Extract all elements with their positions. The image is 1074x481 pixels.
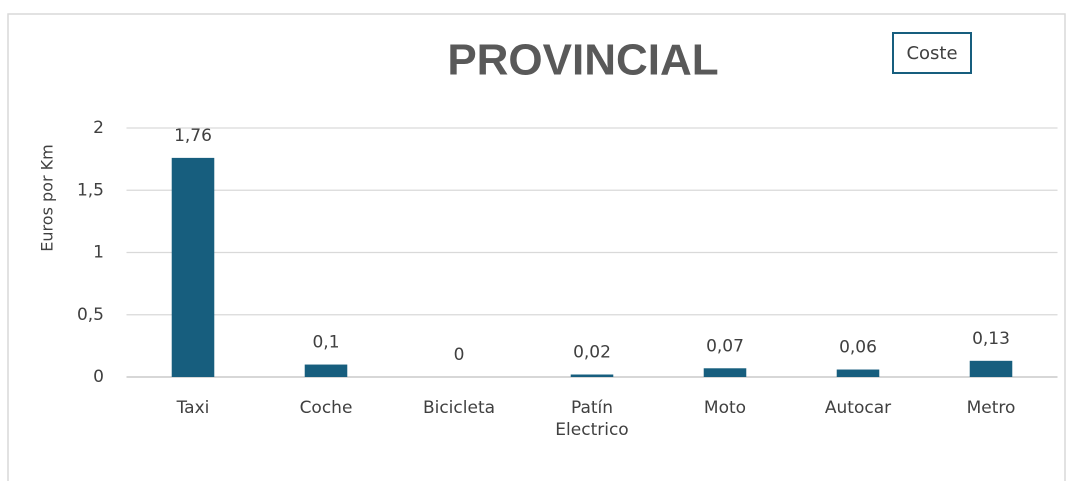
- data-label: 0,1: [312, 333, 339, 353]
- x-tick-label: Moto: [703, 398, 747, 418]
- y-axis-label: Euros por Km: [38, 144, 57, 251]
- y-tick-label: 0: [93, 367, 104, 387]
- data-label: 0: [454, 345, 465, 365]
- x-tick-label: Metro: [966, 398, 1016, 418]
- bar: [836, 369, 880, 377]
- data-label: 0,13: [972, 329, 1010, 349]
- data-label: 0,07: [706, 336, 744, 356]
- legend-label: Coste: [906, 43, 957, 64]
- y-tick-label: 0,5: [77, 305, 104, 325]
- x-tick-label: Patín Electrico: [555, 398, 629, 440]
- x-tick-label: Bicicleta: [422, 398, 496, 418]
- legend-box: [892, 32, 972, 74]
- bar: [570, 374, 614, 377]
- x-tick-label: Autocar: [824, 398, 892, 418]
- y-tick-label: 2: [93, 118, 104, 138]
- data-label: 0,02: [573, 343, 611, 363]
- bar: [703, 368, 747, 377]
- bar: [171, 157, 215, 377]
- x-tick-label: Coche: [299, 398, 353, 418]
- x-tick-label: Taxi: [176, 398, 210, 418]
- chart-frame: [7, 13, 1066, 481]
- y-tick-label: 1,5: [77, 180, 104, 200]
- bar: [304, 364, 348, 377]
- y-tick-label: 1: [93, 243, 104, 263]
- data-label: 1,76: [174, 126, 212, 146]
- bar: [969, 360, 1013, 377]
- data-label: 0,06: [839, 338, 877, 358]
- chart-title: PROVINCIAL: [447, 36, 718, 85]
